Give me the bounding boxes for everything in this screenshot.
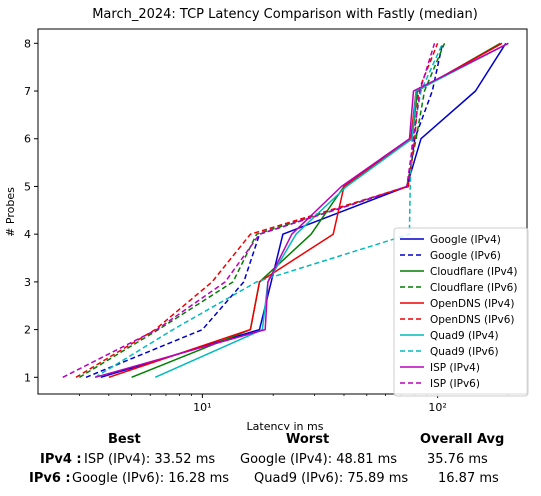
- summary-row-ipv6-best: Google (IPv6): 16.28 ms: [72, 471, 230, 486]
- legend-label: OpenDNS (IPv6): [430, 314, 515, 326]
- summary-row-ipv6-worst: Quad9 (IPv6): 75.89 ms: [254, 471, 409, 486]
- y-tick-label: 8: [24, 37, 31, 50]
- legend-label: OpenDNS (IPv4): [430, 298, 515, 310]
- x-tick-label: 10²: [428, 401, 446, 414]
- y-tick-label: 2: [24, 324, 31, 337]
- legend-label: Quad9 (IPv6): [430, 346, 499, 358]
- latency-chart: March_2024: TCP Latency Comparison with …: [4, 7, 529, 430]
- series-line: [75, 43, 439, 378]
- y-axis-ticks: 1 2 3 4 5 6 7 8: [24, 37, 38, 384]
- plot-area: [37, 28, 528, 395]
- legend: Google (IPv4) Google (IPv6) Cloudflare (IP…: [393, 227, 529, 397]
- series-line: [85, 43, 444, 378]
- series-line: [94, 42, 509, 379]
- x-axis-label: Latency in ms: [247, 420, 324, 430]
- summary-header-best: Best: [108, 432, 141, 447]
- summary-row-ipv6-label: IPv6 :: [29, 471, 71, 486]
- y-tick-label: 1: [24, 371, 31, 384]
- summary-row-ipv6-avg: 16.87 ms: [438, 471, 499, 486]
- summary-row-ipv4-avg: 35.76 ms: [427, 452, 488, 467]
- y-tick-label: 7: [24, 85, 31, 98]
- series-line: [62, 43, 436, 378]
- y-tick-label: 3: [24, 276, 31, 289]
- legend-label: Cloudflare (IPv6): [430, 282, 517, 294]
- series-line: [94, 42, 444, 378]
- legend-label: ISP (IPv6): [430, 378, 480, 390]
- y-tick-label: 6: [24, 133, 31, 146]
- y-axis-label: # Probes: [4, 187, 17, 237]
- summary-table: Best Worst Overall Avg IPv4 : ISP (IPv4)…: [0, 430, 541, 496]
- x-tick-label: 10¹: [193, 401, 211, 414]
- legend-label: ISP (IPv4): [430, 362, 480, 374]
- summary-row-ipv4-label: IPv4 :: [40, 452, 82, 467]
- summary-row-ipv4-worst: Google (IPv4): 48.81 ms: [240, 452, 398, 467]
- legend-label: Cloudflare (IPv4): [430, 266, 517, 278]
- summary-header-avg: Overall Avg: [420, 432, 505, 447]
- series-lines: [62, 42, 509, 379]
- series-line: [154, 42, 509, 378]
- summary-header-worst: Worst: [286, 432, 330, 447]
- legend-label: Google (IPv4): [430, 234, 501, 246]
- chart-title: March_2024: TCP Latency Comparison with …: [92, 7, 478, 22]
- y-tick-label: 4: [24, 228, 31, 241]
- legend-label: Google (IPv6): [430, 250, 501, 262]
- legend-box: [393, 227, 529, 397]
- summary-row-ipv4-best: ISP (IPv4): 33.52 ms: [84, 452, 216, 467]
- x-axis-ticks: 10¹ 10²: [79, 394, 509, 414]
- y-tick-label: 5: [24, 180, 31, 193]
- legend-label: Quad9 (IPv4): [430, 330, 499, 342]
